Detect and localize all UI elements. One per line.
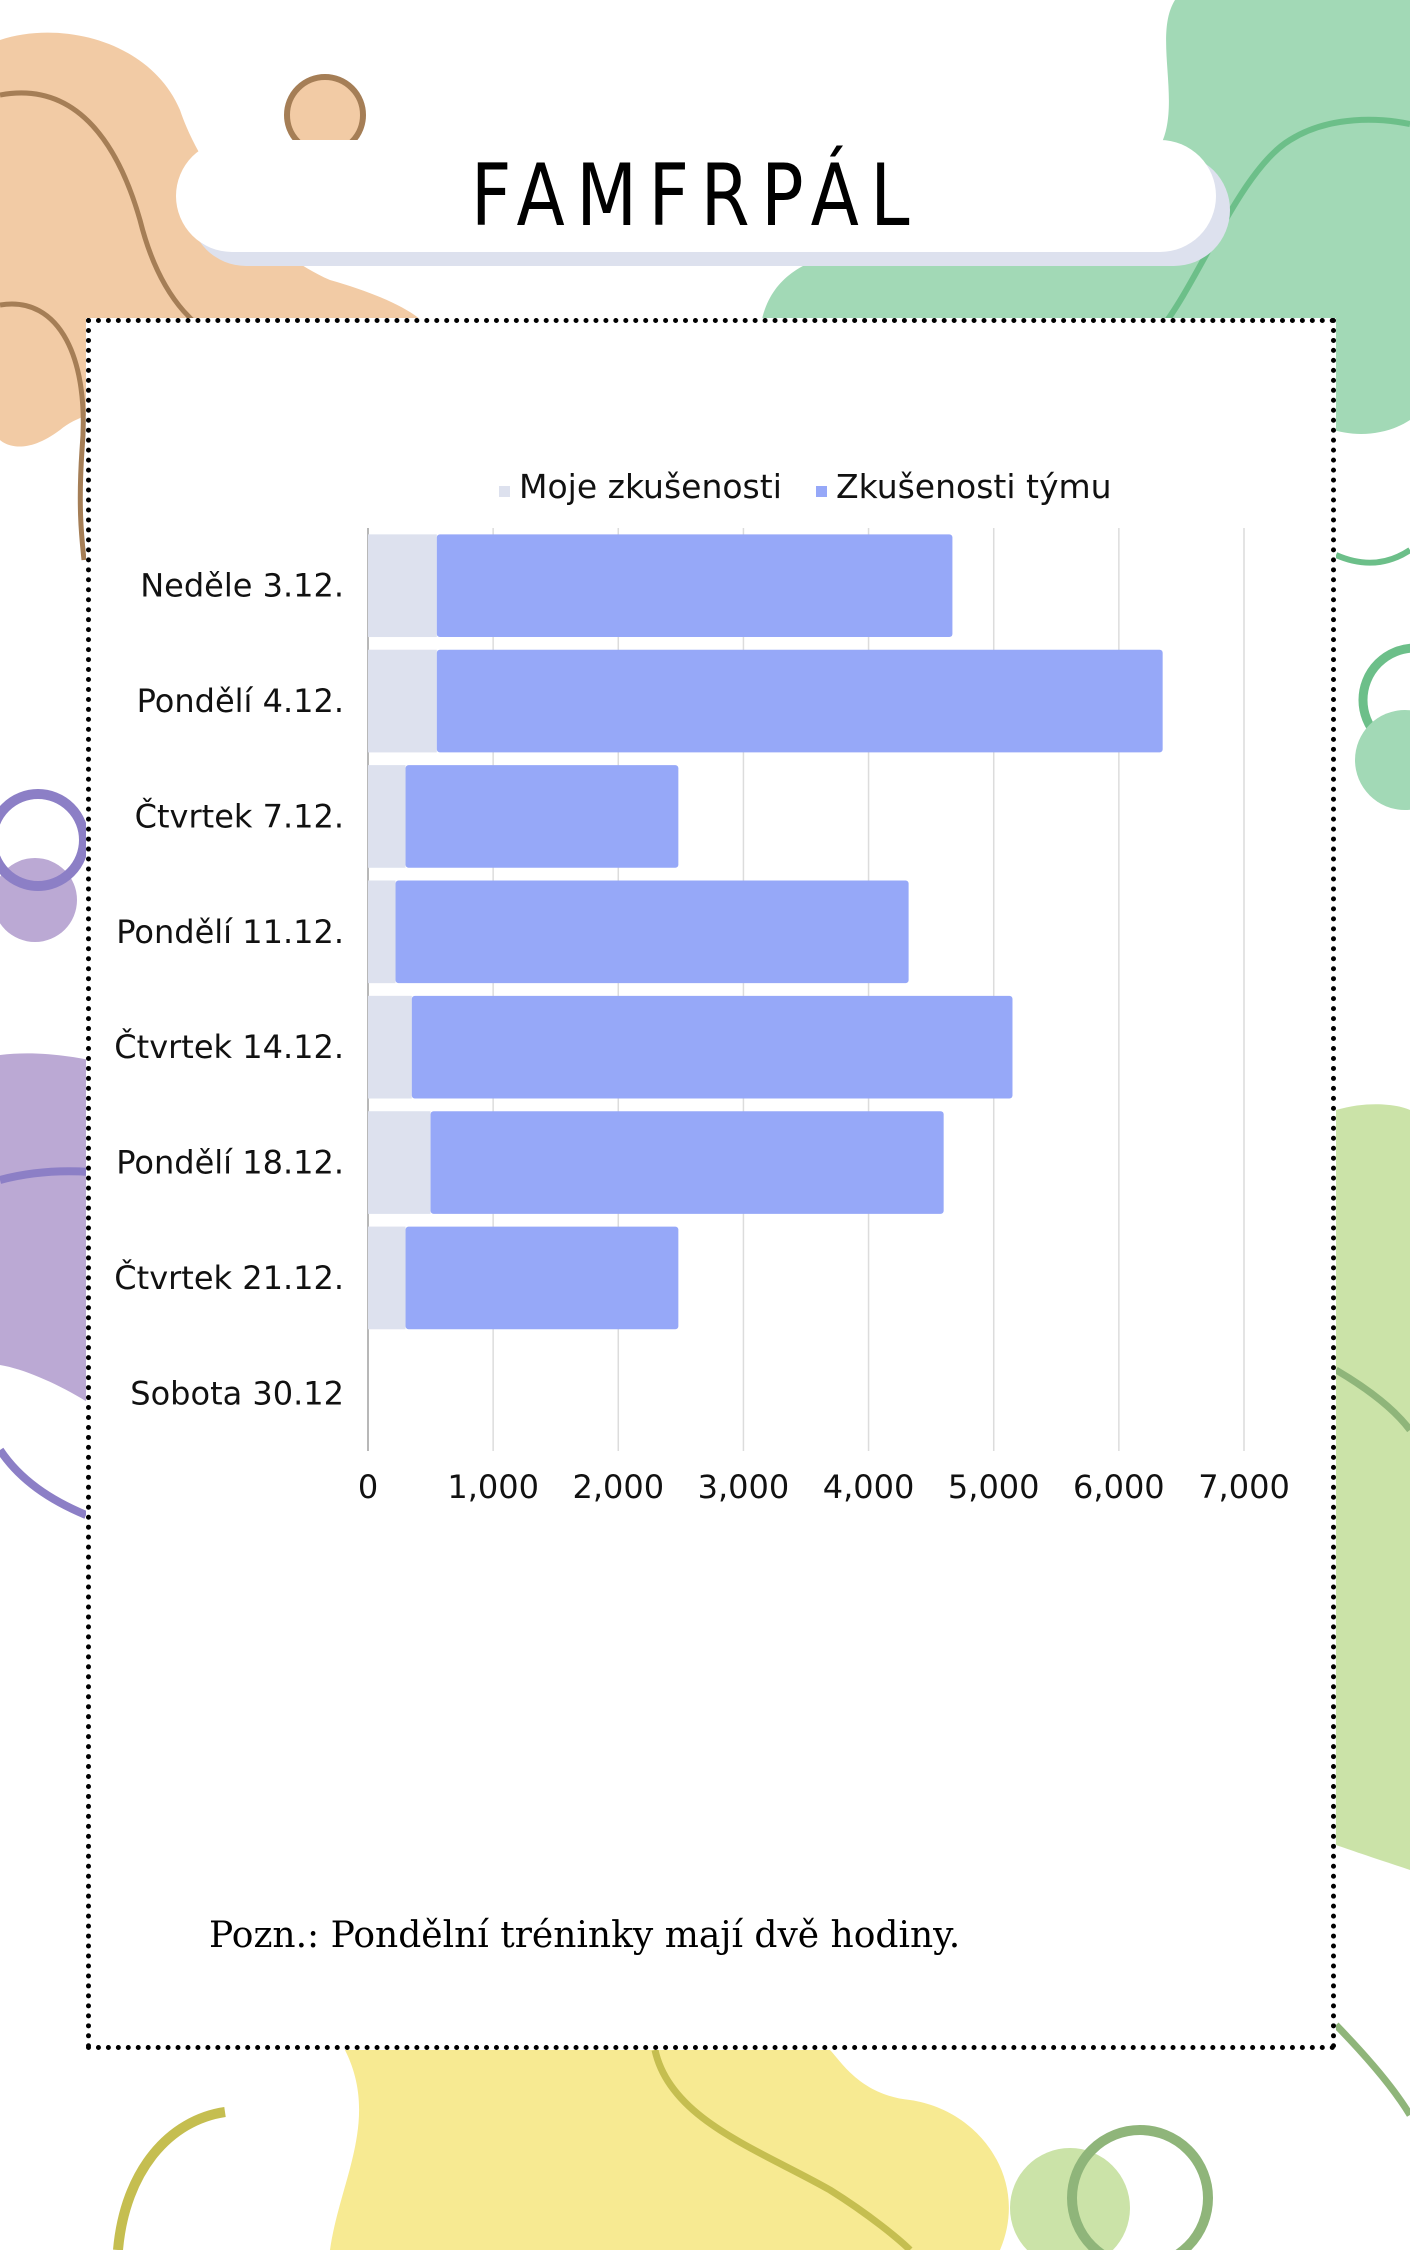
lime-line: [1334, 1366, 1410, 1433]
x-tick-label: 6,000: [1073, 1468, 1165, 1506]
purple-line: [0, 1167, 91, 1184]
x-tick-label: 2,000: [572, 1468, 664, 1506]
x-tick-label: 5,000: [948, 1468, 1040, 1506]
bar-team: [405, 1226, 679, 1330]
green-line-2: [1334, 547, 1410, 566]
x-tick-label: 0: [358, 1468, 378, 1506]
category-label: Sobota 30.12: [130, 1374, 344, 1412]
bar-chart: 0 1,000 2,000 3,000 4,000 5,000 6,000 7,000 Nedě…: [114, 467, 1290, 1506]
purple-blob: [0, 1053, 100, 1410]
bar-my: [368, 534, 437, 638]
chart-card: 0 1,000 2,000 3,000 4,000 5,000 6,000 7,000 Nedě…: [86, 318, 1336, 2050]
bar-my: [368, 880, 396, 984]
category-label: Pondělí 4.12.: [137, 682, 344, 720]
bar-team: [436, 534, 953, 638]
bar-my: [368, 995, 412, 1099]
category-label: Čtvrtek 14.12.: [114, 1027, 344, 1066]
x-tick-label: 4,000: [823, 1468, 915, 1506]
category-label: Pondělí 11.12.: [116, 913, 344, 951]
orange-line-2: [0, 301, 87, 561]
bar-my: [368, 765, 406, 868]
lime-blob: [1336, 1104, 1410, 1870]
bar-my: [368, 1226, 406, 1330]
green-ring-bottom: [1067, 2125, 1213, 2250]
purple-line-2: [0, 1447, 88, 1519]
page-title: FAMFRPÁL: [470, 146, 922, 246]
category-label: Neděle 3.12.: [140, 567, 344, 605]
legend-swatch: [816, 486, 827, 497]
yellow-arc: [113, 2107, 226, 2250]
legend-label: Zkušenosti týmu: [836, 467, 1112, 506]
bar-team: [395, 880, 909, 984]
x-tick-label: 3,000: [698, 1468, 790, 1506]
bar-my: [368, 1111, 431, 1214]
bar-my: [368, 649, 437, 753]
category-label: Čtvrtek 7.12.: [135, 796, 344, 835]
bar-team: [411, 995, 1013, 1099]
purple-ring: [0, 789, 89, 891]
green-dot: [1355, 710, 1410, 810]
category-label: Pondělí 18.12.: [116, 1144, 344, 1182]
legend-swatch: [499, 486, 510, 497]
category-label: Čtvrtek 21.12.: [114, 1258, 344, 1297]
bar-team: [430, 1111, 944, 1214]
legend-label: Moje zkušenosti: [519, 467, 782, 506]
green-line: [1157, 116, 1410, 332]
bar-team: [405, 765, 679, 868]
x-tick-label: 7,000: [1198, 1468, 1290, 1506]
bar-team: [436, 649, 1163, 753]
yellow-line: [651, 2049, 913, 2250]
green-ring: [1358, 643, 1410, 757]
footnote: Pozn.: Pondělní tréninky mají dvě hodiny…: [209, 1915, 961, 1956]
title-banner: FAMFRPÁL: [176, 140, 1216, 252]
x-tick-label: 1,000: [447, 1468, 539, 1506]
lime-line-2: [1333, 2022, 1410, 2117]
